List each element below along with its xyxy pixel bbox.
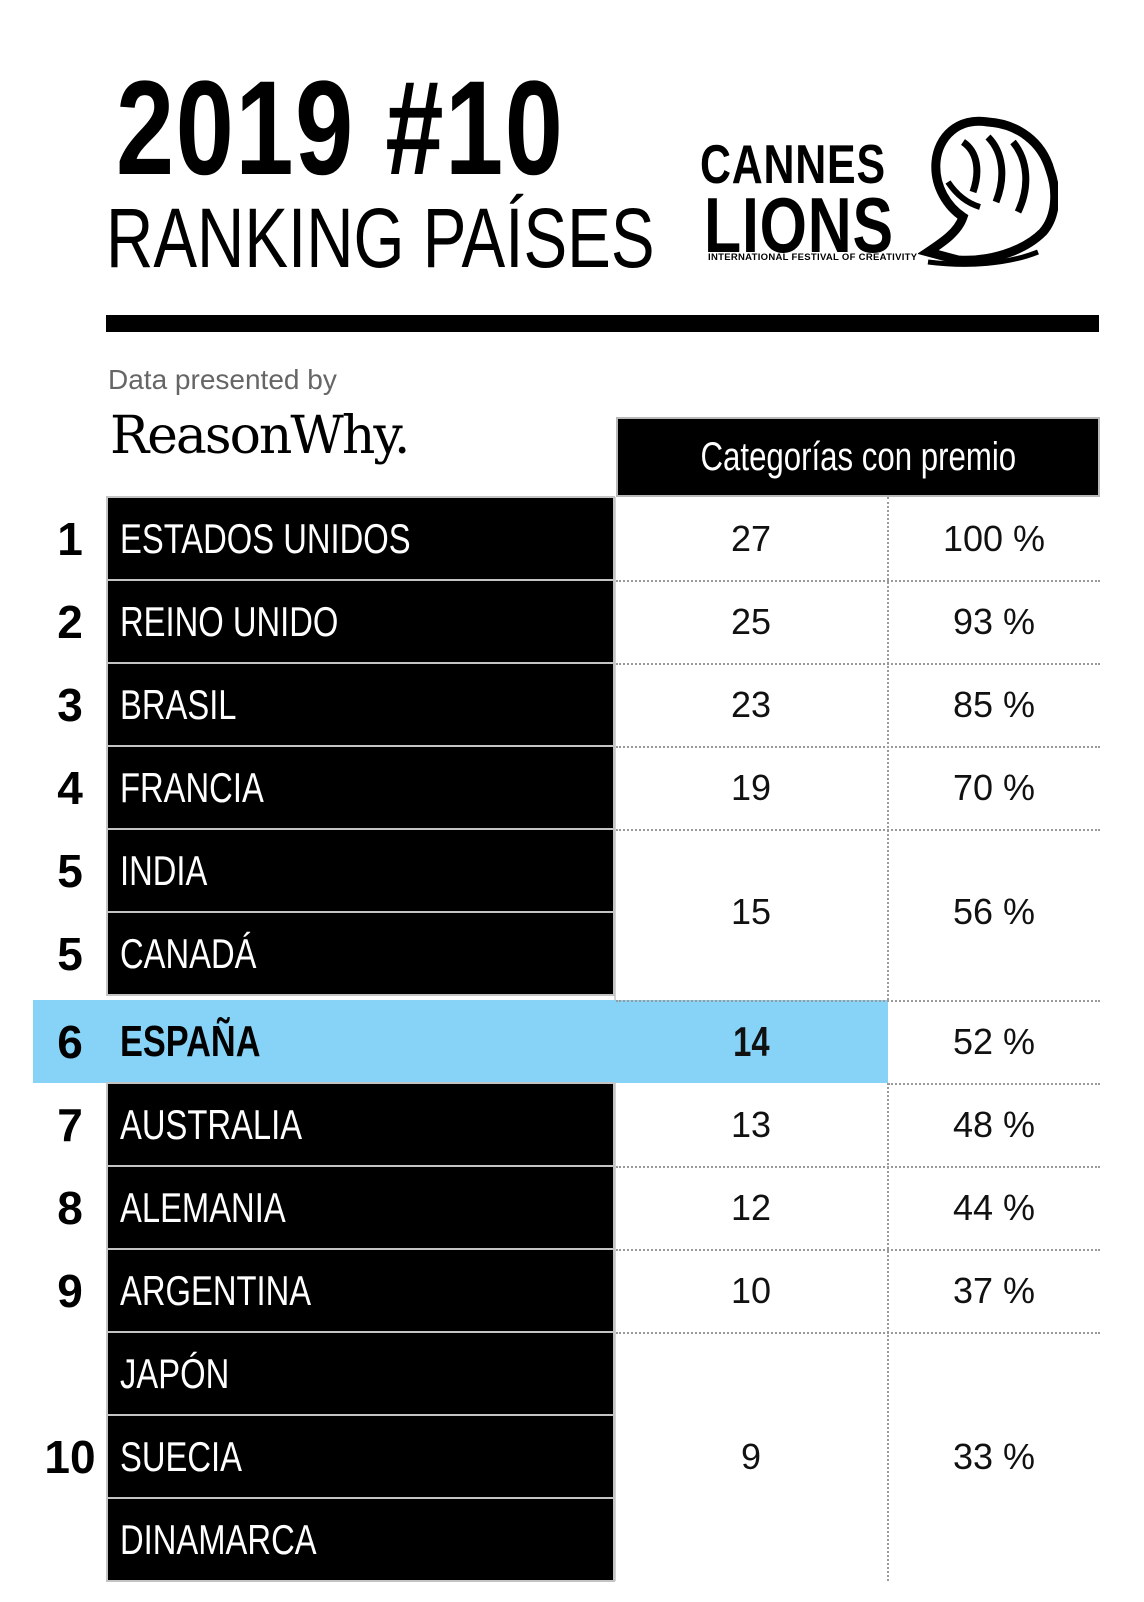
country-name: DINAMARCA bbox=[106, 1497, 615, 1582]
row-separator bbox=[616, 1249, 1100, 1251]
country-name: ESTADOS UNIDOS bbox=[106, 496, 615, 581]
table-row: 2 REINO UNIDO 25 93 % bbox=[0, 579, 1144, 664]
award-percent: 85 % bbox=[952, 683, 1036, 725]
rank-number: 9 bbox=[57, 1264, 83, 1317]
highlighted-row: 6 ESPAÑA 14 bbox=[33, 1000, 888, 1083]
row-separator bbox=[616, 829, 1100, 831]
award-percent: 37 % bbox=[952, 1269, 1036, 1311]
award-percent: 44 % bbox=[952, 1186, 1036, 1228]
country-name: ESPAÑA bbox=[120, 1016, 261, 1066]
award-count: 10 bbox=[730, 1269, 772, 1311]
country-name: ALEMANIA bbox=[106, 1165, 615, 1250]
table-row: 1 ESTADOS UNIDOS 27 100 % bbox=[0, 496, 1144, 581]
rank-number: 4 bbox=[57, 761, 83, 814]
award-count: 27 bbox=[730, 517, 772, 559]
row-separator bbox=[616, 1000, 1100, 1002]
country-name: FRANCIA bbox=[106, 745, 615, 830]
column-header-categories: Categorías con premio bbox=[616, 417, 1100, 497]
country-name: AUSTRALIA bbox=[106, 1082, 615, 1167]
award-percent: 33 % bbox=[952, 1435, 1036, 1477]
column-separator bbox=[887, 1083, 889, 1581]
award-count: 13 bbox=[730, 1103, 772, 1145]
row-separator bbox=[616, 1166, 1100, 1168]
rank-number: 3 bbox=[57, 678, 83, 731]
table-row: JAPÓN bbox=[0, 1331, 616, 1416]
table-row: 5 CANADÁ bbox=[0, 911, 616, 996]
row-separator bbox=[616, 1332, 1100, 1334]
rank-number: 1 bbox=[57, 512, 83, 565]
table-row: DINAMARCA bbox=[0, 1497, 616, 1582]
country-name: ARGENTINA bbox=[106, 1248, 615, 1333]
award-percent: 52 % bbox=[952, 1020, 1036, 1062]
rank-number: 5 bbox=[57, 927, 83, 980]
rank-number: 7 bbox=[57, 1098, 83, 1151]
table-row: 5 INDIA 15 56 % bbox=[0, 828, 1144, 932]
table-row: 3 BRASIL 23 85 % bbox=[0, 662, 1144, 747]
award-percent: 56 % bbox=[952, 891, 1036, 932]
country-name: BRASIL bbox=[106, 662, 615, 747]
reasonwhy-logo: ReasonWhy. bbox=[110, 406, 410, 466]
award-count: 15 bbox=[730, 891, 772, 932]
country-name: SUECIA bbox=[106, 1414, 615, 1499]
row-separator bbox=[616, 580, 1100, 582]
row-separator bbox=[616, 663, 1100, 665]
table-row: 10 SUECIA 9 33 % bbox=[0, 1414, 1144, 1499]
award-count: 25 bbox=[730, 600, 772, 642]
row-separator bbox=[616, 746, 1100, 748]
cannes-lions-logo: CANNES LIONS INTERNATIONAL FESTIVAL OF C… bbox=[700, 112, 1070, 282]
award-count: 9 bbox=[740, 1435, 762, 1477]
country-name: INDIA bbox=[106, 828, 615, 913]
rank-number: 10 bbox=[44, 1430, 96, 1483]
rank-number: 2 bbox=[57, 595, 83, 648]
table-row: 8 ALEMANIA 12 44 % bbox=[0, 1165, 1144, 1250]
rank-number: 5 bbox=[57, 844, 83, 897]
country-name: CANADÁ bbox=[106, 911, 615, 996]
lion-icon bbox=[918, 116, 1058, 267]
rank-number: 6 bbox=[57, 1015, 83, 1068]
logo-line2: LIONS bbox=[704, 181, 894, 269]
column-separator bbox=[887, 497, 889, 1000]
header-divider bbox=[106, 315, 1099, 332]
award-count: 19 bbox=[730, 766, 772, 808]
table-row: 9 ARGENTINA 10 37 % bbox=[0, 1248, 1144, 1333]
page-title: 2019 #10 bbox=[116, 54, 565, 203]
page-subtitle: RANKING PAÍSES bbox=[106, 191, 655, 285]
logo-tagline: INTERNATIONAL FESTIVAL OF CREATIVITY bbox=[708, 252, 918, 263]
table-row: 7 AUSTRALIA 13 48 % bbox=[0, 1082, 1144, 1167]
award-percent: 100 % bbox=[942, 517, 1046, 559]
award-percent: 48 % bbox=[952, 1103, 1036, 1145]
award-percent: 70 % bbox=[952, 766, 1036, 808]
presented-by-label: Data presented by bbox=[108, 364, 337, 395]
country-name: REINO UNIDO bbox=[106, 579, 615, 664]
rank-number: 8 bbox=[57, 1181, 83, 1234]
country-name: JAPÓN bbox=[106, 1331, 615, 1416]
award-count: 14 bbox=[732, 1017, 770, 1065]
table-row: 4 FRANCIA 19 70 % bbox=[0, 745, 1144, 830]
logo-line1: CANNES bbox=[700, 133, 886, 195]
award-count: 23 bbox=[730, 683, 772, 725]
award-count: 12 bbox=[730, 1186, 772, 1228]
award-percent: 93 % bbox=[952, 600, 1036, 642]
row-separator bbox=[888, 1083, 1100, 1085]
